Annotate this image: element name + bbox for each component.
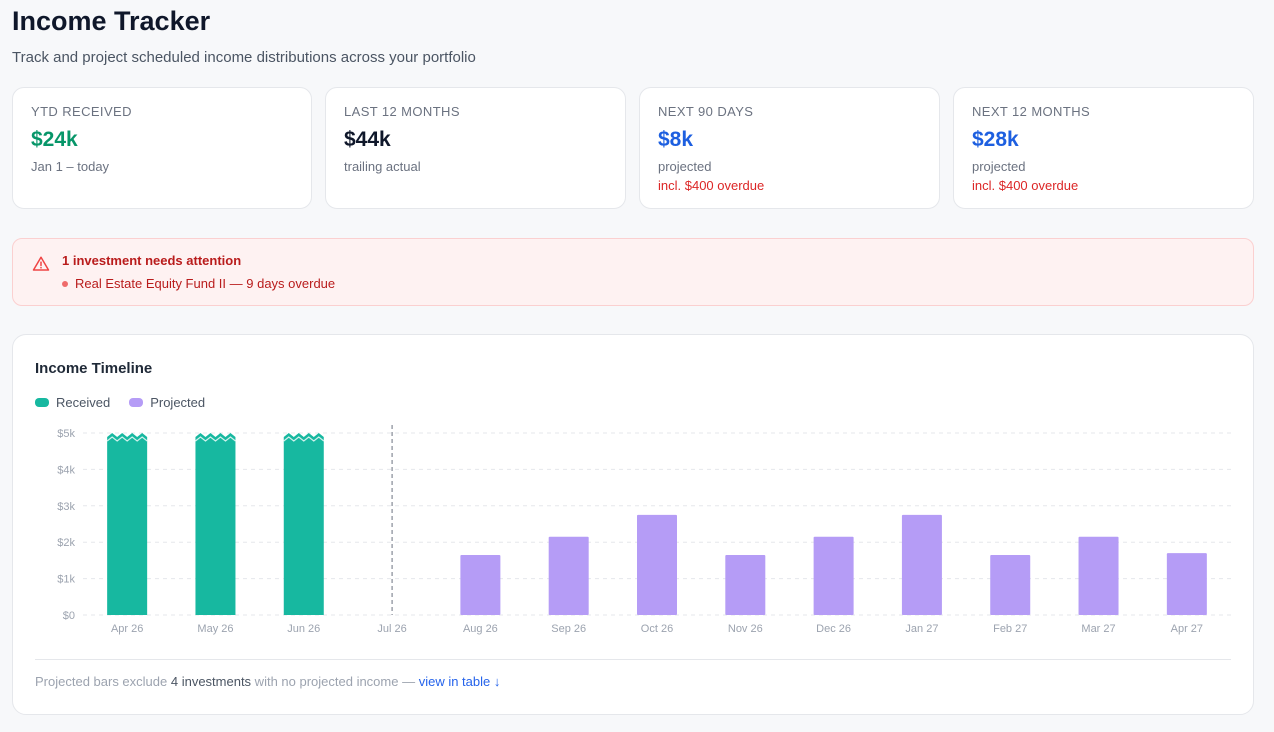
card-subtext: Jan 1 – today — [31, 159, 110, 174]
alert-item[interactable]: Real Estate Equity Fund II — 9 days over… — [62, 276, 335, 291]
view-in-table-link[interactable]: view in table ↓ — [418, 674, 501, 689]
legend-item-received[interactable]: Received — [35, 395, 110, 410]
x-tick-label: Apr 27 — [1171, 623, 1203, 635]
card-label: LAST 12 MONTHS — [344, 104, 460, 119]
bar-received — [107, 433, 148, 615]
x-tick-label: Aug 26 — [463, 623, 498, 635]
attention-alert: 1 investment needs attention Real Estate… — [12, 238, 1254, 306]
bar-projected — [901, 514, 942, 615]
bar-projected — [990, 554, 1031, 615]
card-value: $24k — [31, 128, 78, 151]
bar-projected — [460, 554, 501, 615]
x-tick-label: Oct 26 — [641, 623, 673, 635]
card-value: $28k — [972, 128, 1019, 151]
bar-projected — [1166, 553, 1207, 615]
legend-item-projected[interactable]: Projected — [129, 395, 205, 410]
warning-triangle-icon — [32, 256, 50, 271]
legend-swatch — [35, 398, 49, 407]
card-label: NEXT 90 DAYS — [658, 104, 754, 119]
panel-title: Income Timeline — [35, 360, 153, 377]
income-timeline-panel: Income Timeline Received Projected $0 $1k… — [12, 334, 1254, 715]
legend-swatch — [129, 398, 144, 407]
x-tick-label: Jan 27 — [905, 623, 938, 635]
income-timeline-chart: $0 $1k $2k $3k $4k $5k Apr 26 May 26 Jun 26 Jul 2… — [57, 425, 1231, 635]
card-overdue-note: incl. $400 overdue — [658, 178, 765, 193]
bar-received — [195, 433, 236, 615]
x-tick-label: Jun 26 — [287, 623, 320, 635]
bar-projected — [813, 536, 854, 615]
bar-break-mark — [195, 436, 236, 442]
x-tick-label: Mar 27 — [1081, 623, 1115, 635]
card-ytd-received: YTD RECEIVED $24k Jan 1 – today — [12, 87, 312, 209]
y-tick-label: $3k — [57, 501, 75, 513]
card-value: $44k — [344, 128, 391, 151]
bar-received — [283, 433, 324, 615]
bar-projected — [548, 536, 589, 615]
x-tick-label: May 26 — [197, 623, 233, 635]
card-overdue-note: incl. $400 overdue — [972, 178, 1079, 193]
legend-label: Received — [56, 395, 111, 410]
legend-label: Projected — [150, 395, 206, 410]
page-subtitle: Track and project scheduled income distr… — [12, 49, 476, 66]
alert-title: 1 investment needs attention — [62, 253, 242, 268]
x-tick-label: Apr 26 — [111, 623, 143, 635]
card-next-90-days: NEXT 90 DAYS $8k projected incl. $400 ov… — [639, 87, 940, 209]
x-tick-label: Nov 26 — [728, 623, 763, 635]
card-next-12-months: NEXT 12 MONTHS $28k projected incl. $400… — [953, 87, 1254, 209]
divider — [35, 659, 1231, 660]
footnote-count: 4 investments — [170, 674, 252, 689]
footnote: Projected bars exclude 4 investments wit… — [35, 674, 500, 689]
card-label: NEXT 12 MONTHS — [972, 104, 1091, 119]
alert-item-text[interactable]: Real Estate Equity Fund II — 9 days over… — [75, 276, 336, 291]
card-subtext: trailing actual — [344, 159, 421, 174]
card-last-12-months: LAST 12 MONTHS $44k trailing actual — [325, 87, 626, 209]
bar-break-mark — [106, 436, 148, 442]
y-tick-label: $5k — [57, 428, 75, 440]
footnote-middle: with no projected income — — [251, 674, 419, 689]
x-tick-label: Jul 26 — [377, 623, 406, 635]
x-tick-label: Sep 26 — [551, 623, 586, 635]
y-tick-label: $2k — [57, 537, 75, 549]
y-tick-label: $4k — [57, 464, 75, 476]
page-title: Income Tracker — [12, 6, 211, 36]
y-tick-label: $0 — [63, 610, 75, 622]
chart-legend: Received Projected — [35, 395, 224, 410]
bar-projected — [725, 554, 766, 615]
bullet-dot-icon — [62, 280, 68, 287]
bar-projected — [637, 514, 677, 615]
y-tick-label: $1k — [57, 574, 75, 586]
footnote-prefix: Projected bars exclude — [35, 674, 171, 689]
bar-break-mark — [283, 436, 325, 442]
card-subtext: projected — [972, 159, 1026, 174]
card-label: YTD RECEIVED — [31, 104, 132, 119]
card-subtext: projected — [658, 159, 712, 174]
card-value: $8k — [658, 128, 694, 151]
x-tick-label: Feb 27 — [993, 623, 1027, 635]
x-tick-label: Dec 26 — [816, 623, 851, 635]
bar-projected — [1078, 536, 1119, 615]
